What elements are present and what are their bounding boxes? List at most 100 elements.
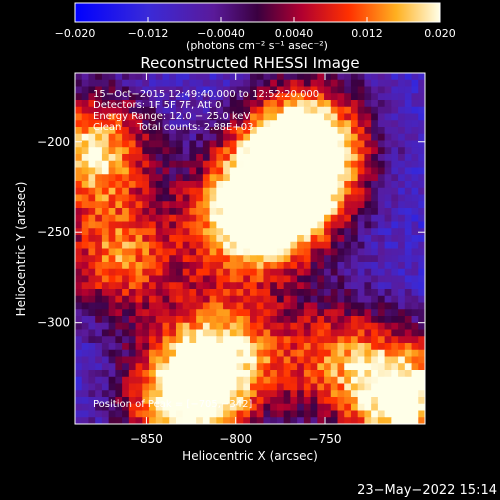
heatmap-pixel	[337, 248, 345, 256]
heatmap-pixel	[290, 316, 298, 324]
heatmap-pixel	[189, 403, 197, 411]
heatmap-pixel	[290, 289, 298, 297]
heatmap-pixel	[75, 336, 83, 344]
heatmap-pixel	[243, 397, 251, 405]
heatmap-pixel	[196, 147, 204, 155]
heatmap-pixel	[357, 390, 365, 398]
heatmap-pixel	[108, 316, 116, 324]
heatmap-pixel	[404, 343, 413, 351]
heatmap-pixel	[75, 309, 83, 317]
heatmap-pixel	[229, 383, 238, 391]
heatmap-pixel	[196, 248, 204, 256]
heatmap-pixel	[236, 343, 244, 351]
heatmap-pixel	[263, 187, 271, 195]
heatmap-pixel	[95, 376, 103, 384]
heatmap-pixel	[404, 154, 413, 162]
heatmap-pixel	[236, 154, 244, 162]
heatmap-pixel	[162, 295, 170, 303]
heatmap-pixel	[155, 390, 163, 398]
heatmap-pixel	[115, 289, 123, 297]
heatmap-pixel	[149, 147, 157, 155]
heatmap-pixel	[95, 255, 103, 263]
heatmap-pixel	[189, 106, 197, 114]
heatmap-pixel	[310, 356, 318, 364]
heatmap-pixel	[303, 208, 312, 216]
heatmap-pixel	[350, 370, 359, 378]
heatmap-pixel	[377, 356, 386, 364]
heatmap-pixel	[202, 268, 211, 276]
heatmap-pixel	[189, 100, 197, 108]
heatmap-pixel	[290, 417, 298, 424]
heatmap-pixel	[175, 181, 184, 189]
heatmap-pixel	[330, 187, 338, 195]
heatmap-pixel	[142, 410, 150, 418]
heatmap-pixel	[276, 356, 285, 364]
heatmap-pixel	[391, 255, 399, 263]
heatmap-pixel	[175, 221, 184, 229]
heatmap-pixel	[303, 383, 312, 391]
heatmap-pixel	[377, 181, 386, 189]
heatmap-pixel	[297, 113, 305, 121]
heatmap-pixel	[391, 174, 399, 182]
heatmap-pixel	[350, 120, 359, 128]
heatmap-pixel	[155, 154, 163, 162]
heatmap-pixel	[283, 79, 291, 87]
heatmap-pixel	[182, 106, 190, 114]
heatmap-pixel	[196, 133, 204, 141]
heatmap-pixel	[196, 93, 204, 101]
heatmap-pixel	[236, 417, 244, 424]
heatmap-pixel	[270, 221, 278, 229]
heatmap-pixel	[175, 322, 184, 330]
heatmap-pixel	[337, 187, 345, 195]
heatmap-pixel	[418, 187, 425, 195]
heatmap-pixel	[357, 181, 365, 189]
heatmap-pixel	[263, 133, 271, 141]
heatmap-pixel	[330, 201, 338, 209]
heatmap-pixel	[189, 376, 197, 384]
heatmap-pixel	[243, 302, 251, 310]
heatmap-pixel	[317, 356, 325, 364]
heatmap-pixel	[418, 316, 425, 324]
heatmap-pixel	[189, 262, 197, 270]
heatmap-pixel	[377, 235, 386, 243]
heatmap-pixel	[324, 181, 332, 189]
heatmap-pixel	[364, 248, 372, 256]
heatmap-pixel	[182, 194, 190, 202]
heatmap-pixel	[128, 309, 137, 317]
heatmap-pixel	[115, 133, 123, 141]
heatmap-pixel	[216, 106, 224, 114]
heatmap-pixel	[418, 356, 425, 364]
heatmap-pixel	[330, 390, 338, 398]
heatmap-pixel	[88, 383, 96, 391]
heatmap-pixel	[337, 275, 345, 283]
heatmap-pixel	[223, 187, 231, 195]
heatmap-pixel	[371, 100, 379, 108]
heatmap-pixel	[162, 309, 170, 317]
heatmap-pixel	[256, 417, 264, 424]
heatmap-pixel	[135, 181, 143, 189]
heatmap-pixel	[209, 201, 217, 209]
heatmap-pixel	[155, 316, 163, 324]
heatmap-pixel	[384, 370, 392, 378]
heatmap-pixel	[229, 208, 238, 216]
heatmap-pixel	[122, 295, 130, 303]
heatmap-pixel	[95, 93, 103, 101]
heatmap-pixel	[169, 309, 177, 317]
heatmap-pixel	[330, 160, 338, 168]
heatmap-pixel	[290, 255, 298, 263]
heatmap-pixel	[128, 376, 137, 384]
heatmap-pixel	[88, 100, 96, 108]
heatmap-pixel	[108, 322, 116, 330]
heatmap-pixel	[310, 100, 318, 108]
heatmap-pixel	[108, 106, 116, 114]
heatmap-pixel	[330, 174, 338, 182]
heatmap-pixel	[364, 349, 372, 357]
heatmap-pixel	[270, 349, 278, 357]
heatmap-pixel	[155, 417, 163, 424]
heatmap-pixel	[337, 282, 345, 290]
heatmap-pixel	[182, 201, 190, 209]
heatmap-pixel	[155, 241, 163, 249]
y-axis-label: Heliocentric Y (arcsec)	[14, 182, 28, 317]
heatmap-pixel	[128, 268, 137, 276]
heatmap-pixel	[175, 241, 184, 249]
